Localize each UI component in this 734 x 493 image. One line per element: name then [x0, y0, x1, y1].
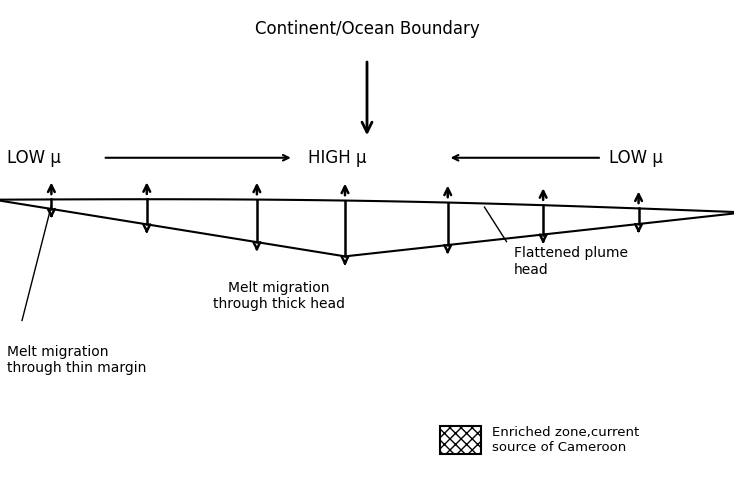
Polygon shape — [0, 199, 734, 256]
Text: Melt migration
through thick head: Melt migration through thick head — [213, 281, 345, 311]
Text: HIGH μ: HIGH μ — [308, 149, 367, 167]
Text: LOW μ: LOW μ — [609, 149, 663, 167]
Text: LOW μ: LOW μ — [7, 149, 61, 167]
Bar — [440, 426, 481, 454]
Text: Melt migration
through thin margin: Melt migration through thin margin — [7, 345, 147, 375]
Text: Flattened plume
head: Flattened plume head — [514, 246, 628, 277]
Text: Enriched zone,current
source of Cameroon: Enriched zone,current source of Cameroon — [492, 426, 639, 455]
Text: Continent/Ocean Boundary: Continent/Ocean Boundary — [255, 20, 479, 38]
